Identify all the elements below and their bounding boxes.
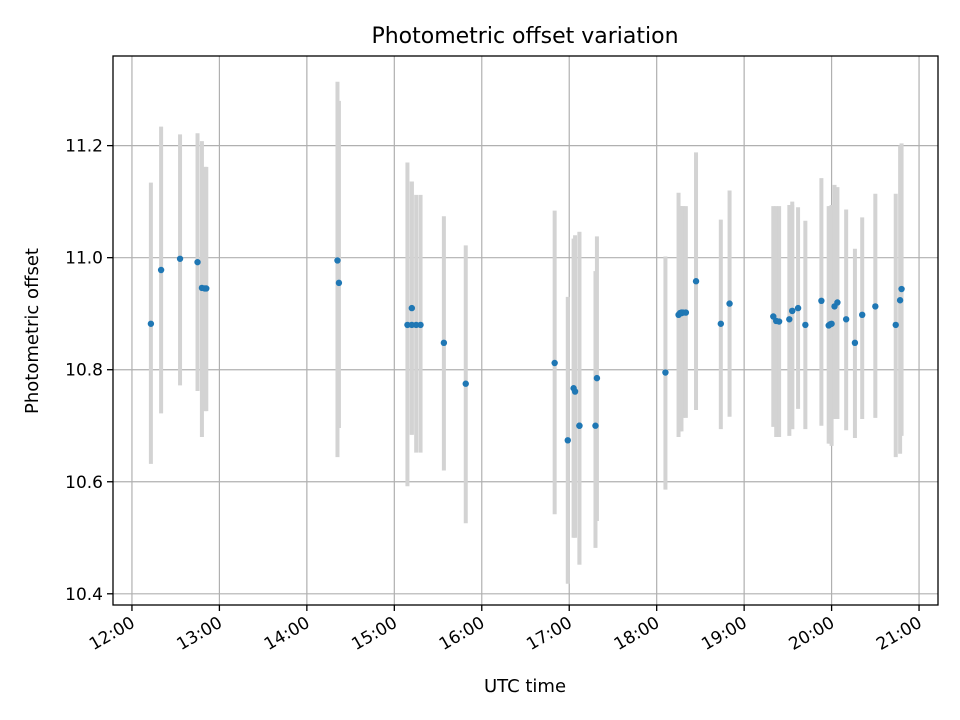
- data-point: [417, 321, 424, 329]
- data-point: [859, 311, 866, 319]
- data-point: [404, 321, 411, 329]
- x-tick-label: 18:00: [611, 613, 663, 655]
- data-point: [802, 321, 809, 329]
- data-point: [334, 257, 341, 264]
- data-point: [576, 422, 583, 429]
- x-tick-label: 16:00: [436, 613, 488, 655]
- x-tick-label: 13:00: [173, 613, 225, 655]
- y-tick-label: 10.6: [65, 473, 103, 493]
- data-point: [440, 339, 448, 347]
- x-tick-label: 17:00: [523, 613, 575, 655]
- data-point: [794, 304, 802, 312]
- data-point: [462, 380, 469, 387]
- grid-layer: [113, 56, 938, 605]
- y-tick-label: 10.8: [65, 361, 103, 381]
- data-point: [786, 316, 793, 323]
- data-point: [692, 278, 700, 285]
- data-point: [564, 437, 571, 444]
- data-point: [408, 304, 416, 312]
- data-point: [662, 369, 669, 376]
- y-tick-label: 11.0: [65, 249, 103, 269]
- data-point: [408, 321, 416, 329]
- x-tick-label: 20:00: [786, 613, 838, 655]
- x-tick-label: 21:00: [873, 613, 925, 655]
- data-point: [571, 388, 579, 395]
- chart-title: Photometric offset variation: [371, 24, 678, 49]
- data-point: [872, 303, 879, 310]
- data-point: [818, 297, 825, 305]
- data-point: [717, 320, 725, 327]
- data-point: [896, 297, 904, 304]
- data-point: [775, 318, 783, 325]
- data-point: [726, 300, 733, 307]
- data-point: [593, 374, 601, 382]
- data-point: [898, 285, 905, 293]
- data-point: [147, 320, 155, 327]
- x-tick-label: 12:00: [86, 613, 138, 655]
- data-point: [789, 307, 796, 315]
- x-axis-label: UTC time: [484, 676, 566, 697]
- data-point: [412, 321, 420, 329]
- x-tick-label: 14:00: [261, 613, 313, 655]
- data-point: [892, 321, 899, 329]
- data-point: [551, 359, 558, 367]
- data-point: [194, 258, 201, 266]
- data-point: [851, 339, 859, 347]
- data-point: [828, 320, 835, 327]
- data-point: [176, 255, 184, 262]
- data-point: [157, 266, 165, 274]
- data-point: [834, 299, 841, 306]
- data-point: [592, 422, 599, 429]
- x-tick-label: 19:00: [698, 613, 750, 655]
- plot-frame: [112, 55, 939, 606]
- y-axis-label: Photometric offset: [22, 248, 43, 414]
- data-point: [682, 309, 690, 316]
- errorbar-layer: [148, 81, 904, 584]
- y-tick-label: 11.2: [65, 137, 103, 157]
- x-tick-label: 15:00: [348, 613, 400, 655]
- data-point: [203, 285, 210, 292]
- y-tick-label: 10.4: [65, 585, 103, 605]
- point-layer: [147, 255, 905, 444]
- data-point: [335, 279, 343, 287]
- data-point: [842, 316, 850, 323]
